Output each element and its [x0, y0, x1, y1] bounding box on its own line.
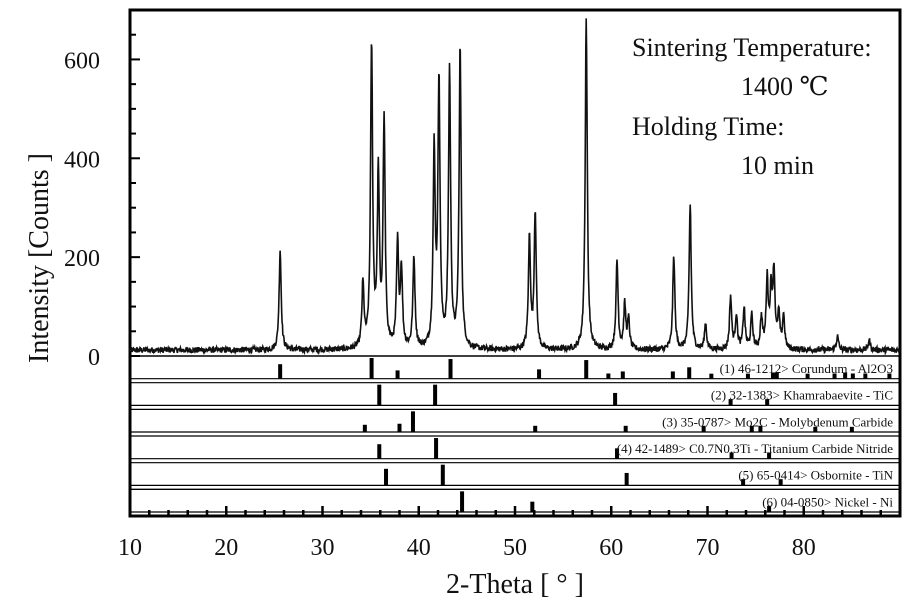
ref-stick: [384, 468, 389, 486]
ref-stick: [670, 371, 675, 379]
ref-stick: [767, 505, 772, 513]
ref-stick: [729, 452, 734, 459]
ref-stick: [741, 479, 746, 486]
ref-stick: [397, 423, 402, 433]
y-tick-label: 600: [64, 48, 100, 74]
ref-stick: [767, 452, 772, 459]
ref-stick: [448, 359, 453, 379]
x-tick-label: 60: [599, 535, 623, 561]
ref-stick: [849, 426, 854, 433]
ref-stick: [377, 384, 382, 406]
x-tick-label: 40: [407, 535, 431, 561]
ref-stick: [709, 373, 714, 379]
ref-stick: [533, 425, 538, 433]
ref-stick: [584, 360, 589, 379]
ref-stick: [615, 448, 620, 459]
y-axis-ticks: 0 200 400 600: [64, 9, 140, 371]
ref-stick: [620, 371, 625, 379]
annotation-sintering-label: Sintering Temperature:: [632, 33, 872, 62]
ref-pattern-label: (6) 04-0850> Nickel - Ni: [762, 494, 893, 509]
y-axis-title: Intensity [Counts ]: [24, 153, 55, 363]
ref-stick: [613, 392, 618, 406]
x-tick-label: 50: [503, 535, 527, 561]
ref-stick: [850, 373, 855, 379]
ref-stick: [843, 372, 848, 379]
ref-stick: [687, 367, 692, 379]
y-tick-label: 0: [88, 345, 100, 371]
ref-stick: [813, 426, 818, 433]
annotation-holding-label: Holding Time:: [632, 112, 784, 141]
ref-stick: [369, 358, 374, 379]
ref-stick: [440, 464, 445, 486]
ref-stick: [774, 372, 779, 379]
diffraction-pattern: [129, 18, 901, 356]
ref-pattern-label: (1) 46-1212> Corundum - Al2O3: [720, 361, 893, 376]
ref-stick: [765, 399, 770, 406]
ref-stick: [623, 425, 628, 433]
ref-stick: [434, 438, 439, 459]
x-tick-label: 80: [792, 535, 816, 561]
ref-stick: [460, 491, 465, 513]
ref-stick: [377, 444, 382, 459]
annotation-holding-value: 10 min: [741, 151, 814, 180]
ref-stick: [362, 424, 367, 433]
ref-stick: [433, 384, 438, 406]
ref-stick: [395, 370, 400, 379]
ref-pattern-label: (2) 32-1383> Khamrabaevite - TiC: [711, 388, 893, 403]
ref-stick: [770, 372, 775, 379]
ref-stick: [832, 373, 837, 379]
peak-point: [279, 249, 281, 251]
x-tick-label: 30: [311, 535, 335, 561]
ref-stick: [887, 373, 892, 379]
ref-stick: [410, 411, 415, 433]
ref-stick: [624, 472, 629, 486]
ref-pattern-label: (5) 65-0414> Osbornite - TiN: [738, 468, 893, 483]
ref-stick: [863, 373, 868, 379]
pattern-series-line: [129, 18, 901, 356]
ref-stick: [805, 373, 810, 379]
x-axis-title: 2-Theta [ ° ]: [446, 569, 584, 600]
x-tick-label: 10: [118, 535, 142, 561]
ref-stick: [745, 373, 750, 379]
ref-stick: [278, 364, 283, 379]
reference-panels: (1) 46-1212> Corundum - Al2O3 (2) 32-1383…: [130, 355, 900, 513]
y-tick-label: 200: [64, 246, 100, 272]
ref-stick: [537, 369, 542, 379]
annotation-temperature-value: 1400 ℃: [741, 72, 829, 101]
ref-stick: [758, 425, 763, 433]
x-axis-ticks: 10 20 30 40 50 60 70 80: [118, 506, 902, 561]
y-tick-label: 400: [64, 147, 100, 173]
ref-stick: [701, 425, 706, 433]
ref-pattern-label: (4) 42-1489> C0.7N0.3Ti - Titanium Carbi…: [617, 441, 893, 456]
x-tick-label: 20: [214, 535, 238, 561]
ref-stick: [728, 399, 733, 406]
ref-stick: [749, 425, 754, 433]
ref-pattern-label: (3) 35-0787> Mo2C - Molybdenum Carbide: [662, 414, 893, 429]
ref-stick: [606, 373, 611, 379]
ref-stick: [778, 479, 783, 486]
x-tick-label: 70: [696, 535, 720, 561]
ref-stick: [530, 501, 535, 513]
